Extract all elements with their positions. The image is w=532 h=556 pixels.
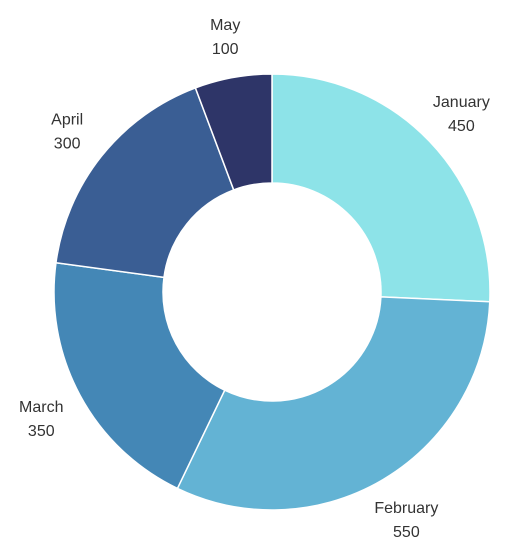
slice-february xyxy=(176,296,491,511)
slice-category-label: March xyxy=(19,399,63,416)
slice-may xyxy=(194,73,273,191)
slice-value-label: 450 xyxy=(448,118,475,135)
slice-value-label: 300 xyxy=(54,136,81,153)
slice-march xyxy=(53,261,226,490)
slice-category-label: April xyxy=(51,112,83,129)
slice-january xyxy=(271,73,491,303)
slice-value-label: 550 xyxy=(393,524,420,541)
slice-label-january: January 450 xyxy=(433,94,490,135)
slice-category-label: February xyxy=(374,500,438,517)
slice-label-april: April 300 xyxy=(51,112,83,153)
slice-category-label: May xyxy=(210,17,240,34)
slice-value-label: 350 xyxy=(28,423,55,440)
slice-category-label: January xyxy=(433,94,490,111)
slice-april xyxy=(55,86,235,279)
slice-label-may: May 100 xyxy=(210,17,240,58)
slice-label-february: February 550 xyxy=(374,500,438,541)
slice-labels: January 450 February 550 March 350 April 300 May… xyxy=(19,17,490,541)
donut-slices xyxy=(53,73,491,511)
slice-value-label: 100 xyxy=(212,41,239,58)
slice-label-march: March 350 xyxy=(19,399,63,440)
